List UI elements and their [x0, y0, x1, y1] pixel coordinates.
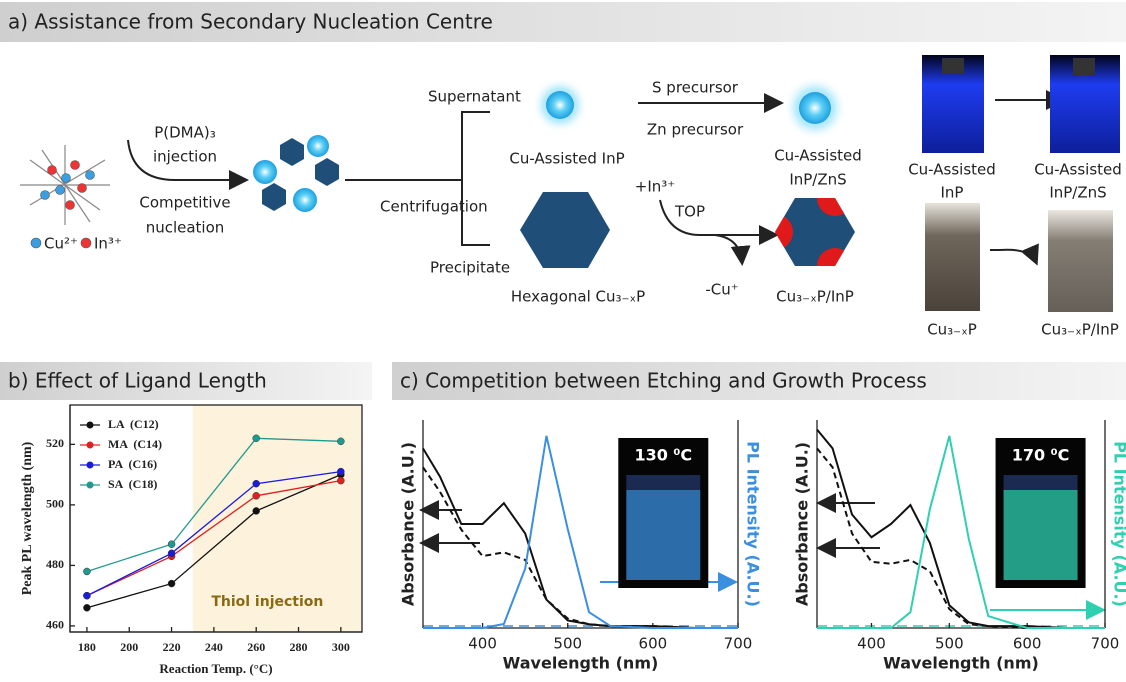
x-tick-label: 280 [290, 640, 308, 654]
x-axis-label: Reaction Temp. (°C) [159, 661, 272, 676]
x-tick-label: 500 [935, 635, 964, 653]
diagram-label: -Cu⁺ [705, 281, 738, 299]
legend-marker [87, 462, 94, 469]
data-point [253, 507, 260, 514]
x-tick-label: 500 [553, 635, 582, 653]
data-point [168, 541, 175, 548]
legend-label: LA (C12) [108, 417, 159, 431]
diagram-label: Competitive [139, 194, 230, 212]
inset-label: 170 ⁰C [1012, 446, 1070, 465]
data-point [168, 580, 175, 587]
x-tick-label: 700 [1091, 635, 1120, 653]
x-axis-label: Wavelength (nm) [503, 654, 659, 673]
diagram-label: Zn precursor [647, 121, 744, 139]
panel-title: c) Competition between Etching and Growt… [400, 369, 927, 393]
y-axis-label: Peak PL wavelength (nm) [20, 441, 35, 595]
data-point [83, 568, 90, 575]
inset-vial [1004, 490, 1078, 580]
inset-vial-top [626, 475, 700, 490]
diagram-label: Cu-Assisted [774, 147, 862, 165]
y-axis-label: Absorbance (A.U.) [793, 442, 812, 606]
diagram-label: Cu₃₋ₓP/InP [776, 288, 854, 306]
x-tick-label: 700 [724, 635, 753, 653]
photo-label: Cu-Assisted [1034, 161, 1122, 179]
diagram-label: nucleation [146, 219, 225, 237]
legend-label: In³⁺ [94, 235, 122, 253]
panel-title: b) Effect of Ligand Length [8, 369, 267, 393]
y-axis-label: Absorbance (A.U.) [399, 442, 418, 606]
legend-label: MA (C14) [108, 437, 162, 451]
legend-label: PA (C16) [108, 457, 157, 471]
x-tick-label: 220 [163, 640, 181, 654]
data-point [337, 468, 344, 475]
inset-vial [626, 490, 700, 580]
legend-label: Cu²⁺ [44, 235, 78, 253]
diagram-label: Supernatant [428, 88, 521, 106]
y-tick-label: 500 [46, 497, 64, 511]
data-point [253, 492, 260, 499]
data-point [337, 477, 344, 484]
diagram-label: Centrifugation [380, 198, 488, 216]
diagram-label: Cu-Assisted InP [509, 150, 624, 168]
photo-label: InP [941, 184, 964, 202]
y2-axis-label: PL Intensity (A.U.) [744, 441, 763, 607]
x-tick-label: 200 [120, 640, 138, 654]
x-tick-label: 180 [78, 640, 96, 654]
x-tick-label: 400 [857, 635, 886, 653]
y-tick-label: 460 [46, 618, 64, 632]
diagram-label: +In³⁺ [635, 178, 675, 196]
diagram-label: TOP [674, 203, 705, 221]
legend-marker [87, 482, 94, 489]
data-point [83, 592, 90, 599]
photo-label: Cu₃₋ₓP [927, 321, 977, 339]
photo-label: Cu₃₋ₓP/InP [1041, 321, 1119, 339]
y2-axis-label: PL Intensity (A.U.) [1111, 441, 1126, 607]
photo-label: Cu-Assisted [908, 161, 996, 179]
diagram-label: P(DMA)₃ [154, 124, 216, 142]
x-axis-label: Wavelength (nm) [883, 654, 1039, 673]
inset-label: 130 ⁰C [634, 446, 692, 465]
data-point [168, 550, 175, 557]
data-point [83, 604, 90, 611]
data-point [253, 435, 260, 442]
y-tick-label: 520 [46, 436, 64, 450]
x-tick-label: 260 [247, 640, 265, 654]
diagram-label: InP/ZnS [789, 171, 846, 189]
x-tick-label: 240 [205, 640, 223, 654]
data-point [337, 438, 344, 445]
diagram-label: Precipitate [430, 259, 510, 277]
x-tick-label: 600 [639, 635, 668, 653]
y-tick-label: 480 [46, 557, 64, 571]
diagram-label: injection [153, 148, 217, 166]
x-tick-label: 600 [1013, 635, 1042, 653]
diagram-label: Hexagonal Cu₃₋ₓP [511, 288, 645, 306]
legend-label: SA (C18) [108, 477, 157, 491]
annotation: Thiol injection [211, 594, 323, 610]
figure: a) Assistance from Secondary Nucleation … [0, 0, 1126, 682]
panel-title: a) Assistance from Secondary Nucleation … [8, 10, 493, 34]
data-point [253, 480, 260, 487]
diagram: Cu²⁺ In³⁺ P(DMA)₃ injection Competitive … [20, 55, 1122, 339]
inset-vial-top [1004, 475, 1078, 490]
x-tick-label: 400 [468, 635, 497, 653]
legend-marker [87, 422, 94, 429]
diagram-label: S precursor [652, 79, 739, 97]
photo-label: InP/ZnS [1049, 184, 1106, 202]
legend-marker [87, 442, 94, 449]
x-tick-label: 300 [332, 640, 350, 654]
